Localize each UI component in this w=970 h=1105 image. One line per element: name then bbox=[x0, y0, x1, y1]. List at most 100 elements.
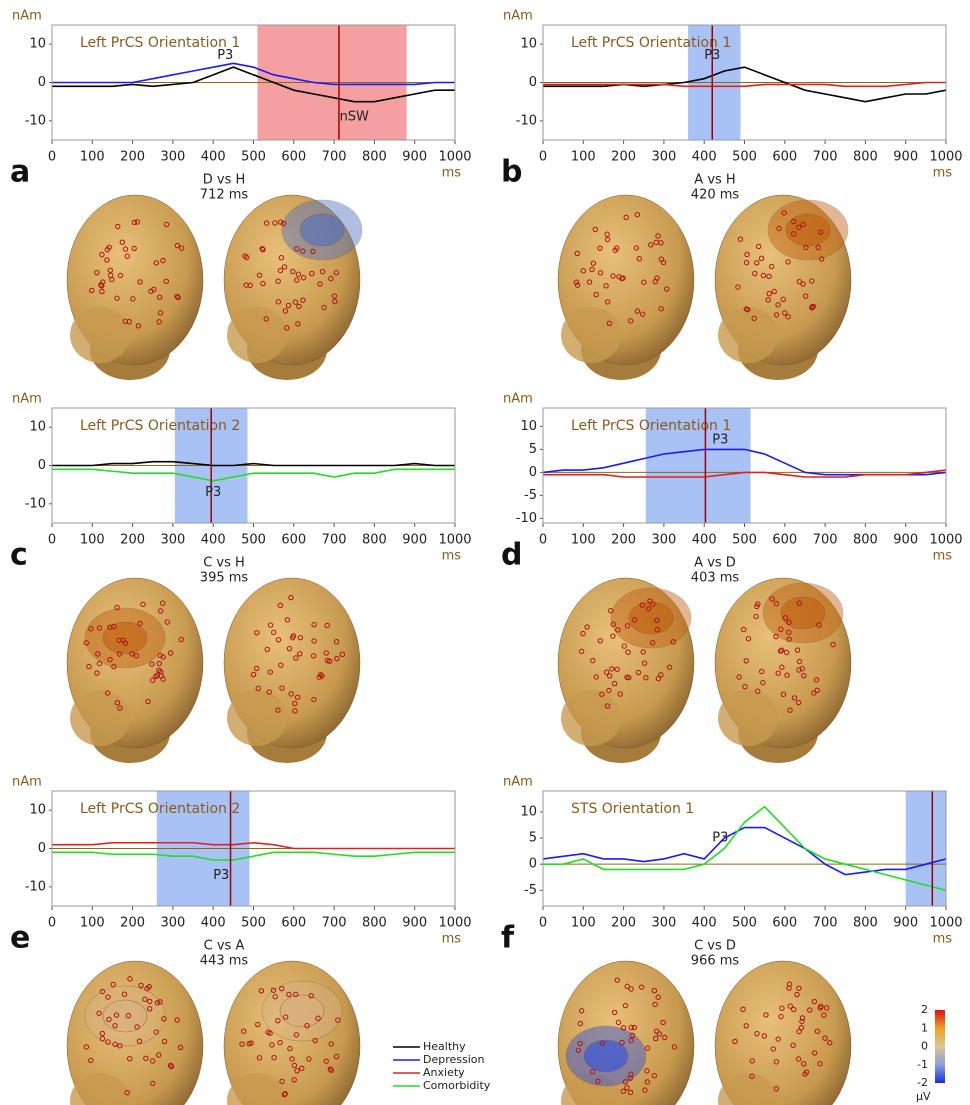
x-tick-label: 1000 bbox=[438, 150, 471, 165]
head-face bbox=[718, 307, 778, 363]
x-tick-label: 600 bbox=[281, 916, 306, 931]
comparison: A vs D bbox=[694, 556, 736, 571]
x-tick-label: 600 bbox=[772, 150, 797, 165]
x-tick-label: 400 bbox=[201, 533, 226, 548]
x-tick-label: 900 bbox=[893, 150, 918, 165]
panel-title: STS Orientation 1 bbox=[571, 801, 694, 817]
cursor-label: 395 ms bbox=[200, 571, 249, 586]
comparison: A vs H bbox=[694, 173, 735, 188]
head-face bbox=[227, 690, 287, 746]
figure: Left PrCS Orientation 1nAmms-10010010020… bbox=[0, 0, 970, 1105]
x-unit: ms bbox=[933, 932, 953, 947]
x-tick-label: 800 bbox=[362, 150, 387, 165]
x-tick-label: 100 bbox=[571, 916, 596, 931]
x-tick-label: 600 bbox=[281, 150, 306, 165]
x-tick-label: 0 bbox=[48, 150, 56, 165]
x-tick-label: 300 bbox=[160, 150, 185, 165]
head-contour bbox=[103, 1000, 147, 1032]
comparison: D vs H bbox=[203, 173, 246, 188]
y-tick-label: 10 bbox=[520, 419, 537, 434]
cursor-label: 712 ms bbox=[200, 188, 249, 203]
x-tick-label: 400 bbox=[201, 150, 226, 165]
x-tick-label: 400 bbox=[201, 916, 226, 931]
comparison: C vs H bbox=[203, 556, 245, 571]
x-tick-label: 100 bbox=[80, 916, 105, 931]
x-unit: ms bbox=[442, 549, 462, 564]
x-tick-label: 800 bbox=[853, 533, 878, 548]
y-tick-label: -10 bbox=[25, 113, 46, 128]
colorbar bbox=[935, 1010, 945, 1083]
head-face bbox=[718, 690, 778, 746]
y-tick-label: 10 bbox=[520, 804, 537, 819]
x-tick-label: 100 bbox=[571, 150, 596, 165]
x-unit: ms bbox=[442, 166, 462, 181]
x-unit: ms bbox=[933, 166, 953, 181]
x-tick-label: 800 bbox=[853, 150, 878, 165]
x-tick-label: 400 bbox=[692, 150, 717, 165]
y-tick-label: 0 bbox=[529, 857, 537, 872]
y-tick-label: 10 bbox=[29, 803, 46, 818]
colorbar-tick-label: 2 bbox=[921, 1003, 928, 1016]
y-tick-label: 10 bbox=[520, 37, 537, 52]
x-tick-label: 600 bbox=[772, 533, 797, 548]
x-tick-label: 500 bbox=[732, 150, 757, 165]
head-face bbox=[561, 307, 621, 363]
y-unit: nAm bbox=[12, 392, 42, 407]
x-tick-label: 300 bbox=[651, 150, 676, 165]
x-tick-label: 200 bbox=[120, 533, 145, 548]
x-tick-label: 300 bbox=[160, 916, 185, 931]
x-tick-label: 800 bbox=[362, 533, 387, 548]
x-tick-label: 500 bbox=[241, 533, 266, 548]
x-tick-label: 100 bbox=[80, 533, 105, 548]
x-tick-label: 700 bbox=[813, 916, 838, 931]
x-tick-label: 1000 bbox=[929, 150, 962, 165]
panel-letter: f bbox=[501, 921, 515, 956]
annotation: P3 bbox=[704, 48, 720, 63]
x-tick-label: 0 bbox=[539, 150, 547, 165]
x-tick-label: 400 bbox=[692, 533, 717, 548]
x-tick-label: 700 bbox=[322, 150, 347, 165]
panel-title: Left PrCS Orientation 1 bbox=[571, 418, 731, 434]
x-tick-label: 700 bbox=[322, 533, 347, 548]
x-tick-label: 500 bbox=[732, 533, 757, 548]
x-tick-label: 800 bbox=[853, 916, 878, 931]
colorbar-tick-label: 0 bbox=[921, 1040, 928, 1053]
x-tick-label: 700 bbox=[322, 916, 347, 931]
panel-title: Left PrCS Orientation 1 bbox=[80, 35, 240, 51]
cursor-label: 420 ms bbox=[691, 188, 740, 203]
x-tick-label: 800 bbox=[362, 916, 387, 931]
y-tick-label: 0 bbox=[529, 75, 537, 90]
colorbar-unit: μV bbox=[916, 1090, 931, 1103]
cursor-label: 443 ms bbox=[200, 954, 249, 969]
annotation: P3 bbox=[712, 831, 728, 846]
x-tick-label: 500 bbox=[732, 916, 757, 931]
head-face bbox=[561, 690, 621, 746]
y-tick-label: -5 bbox=[524, 883, 537, 898]
x-tick-label: 400 bbox=[692, 916, 717, 931]
head-face bbox=[227, 307, 287, 363]
x-tick-label: 900 bbox=[402, 916, 427, 931]
head-face bbox=[70, 690, 130, 746]
y-unit: nAm bbox=[503, 775, 533, 790]
annotation: P3 bbox=[712, 433, 728, 448]
panel-title: Left PrCS Orientation 2 bbox=[80, 418, 240, 434]
x-unit: ms bbox=[933, 549, 953, 564]
y-tick-label: 10 bbox=[29, 37, 46, 52]
panel-title: Left PrCS Orientation 2 bbox=[80, 801, 240, 817]
x-tick-label: 200 bbox=[120, 916, 145, 931]
panel-letter: e bbox=[10, 921, 30, 956]
y-tick-label: 5 bbox=[529, 442, 537, 457]
panel-letter: b bbox=[501, 155, 522, 190]
head-contour bbox=[103, 622, 147, 654]
x-tick-label: 1000 bbox=[929, 533, 962, 548]
x-tick-label: 700 bbox=[813, 150, 838, 165]
x-tick-label: 900 bbox=[402, 150, 427, 165]
x-tick-label: 500 bbox=[241, 916, 266, 931]
x-tick-label: 200 bbox=[611, 916, 636, 931]
x-tick-label: 700 bbox=[813, 533, 838, 548]
cursor-label: 403 ms bbox=[691, 571, 740, 586]
x-tick-label: 600 bbox=[772, 916, 797, 931]
colorbar-tick-label: -1 bbox=[917, 1058, 928, 1071]
legend-label: Healthy bbox=[423, 1040, 466, 1053]
x-tick-label: 200 bbox=[611, 150, 636, 165]
